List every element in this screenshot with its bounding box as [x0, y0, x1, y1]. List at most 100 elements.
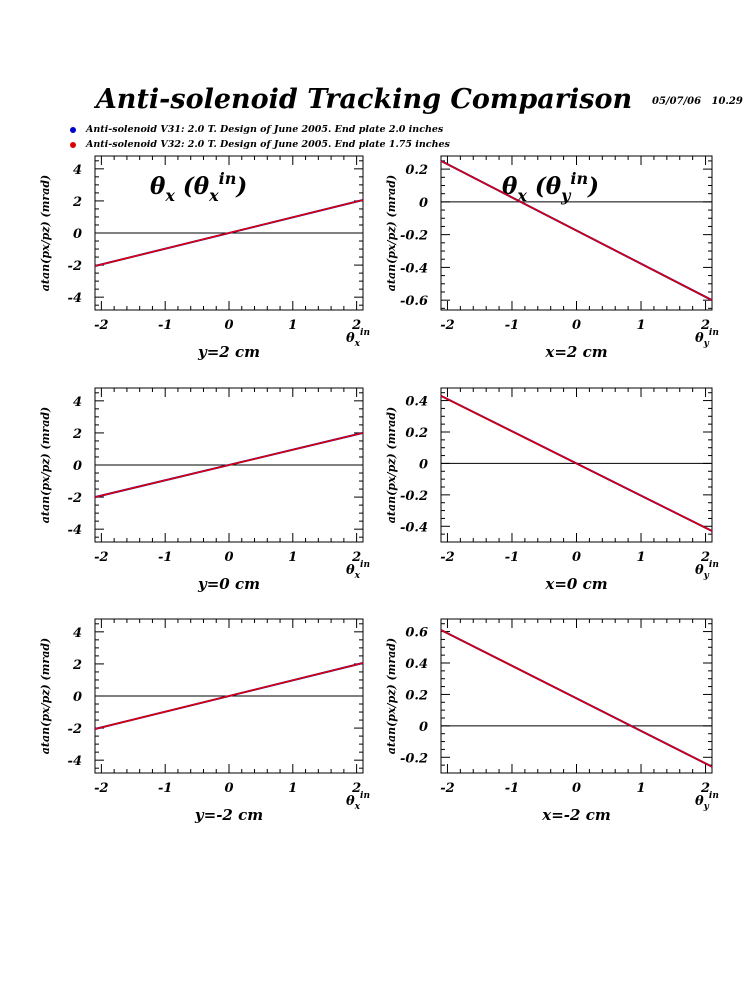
x-tick-label: 1 — [288, 781, 297, 796]
x-tick-label: 0 — [572, 318, 581, 333]
x-tick-label: 1 — [288, 550, 297, 565]
series-line-v32 — [94, 199, 364, 267]
x-tick-label: -2 — [94, 318, 108, 333]
x-tick-label: 2 — [351, 781, 361, 796]
y-tick-label: -4 — [68, 523, 82, 538]
x-tick-label: 0 — [224, 318, 233, 333]
y-tick-label: 0.4 — [405, 395, 428, 410]
y-tick-label: 2 — [72, 427, 82, 442]
x-tick-label: 2 — [700, 781, 710, 796]
y-tick-label: 0.6 — [405, 626, 428, 641]
y-tick-label: -2 — [68, 259, 82, 274]
x-tick-label: 0 — [572, 550, 581, 565]
plot-frame — [440, 618, 713, 774]
y-tick-label: 4 — [73, 626, 82, 641]
panel-caption: x=0 cm — [544, 575, 607, 593]
panel-caption: y=0 cm — [197, 575, 260, 593]
x-tick-label: 2 — [351, 318, 361, 333]
y-tick-label: -0.4 — [400, 261, 428, 276]
panel-caption: x=-2 cm — [541, 806, 610, 824]
x-tick-label: -2 — [440, 550, 454, 565]
panel-caption: y=-2 cm — [194, 806, 263, 824]
y-tick-label: -0.6 — [400, 294, 428, 309]
chart-panel-1: -2 -1 0 1 2 -4 -2 0 2 4 atan(px/pz) (mrad) θxin y=2 … — [39, 155, 370, 361]
x-tick-label: -1 — [158, 318, 172, 333]
legend-entry-v32: Anti-solenoid V32: 2.0 T. Design of June… — [70, 139, 450, 150]
panel-title: θx (θxin) — [150, 169, 247, 205]
x-tick-label: 2 — [351, 550, 361, 565]
x-tick-label: 2 — [700, 318, 710, 333]
y-tick-label: 2 — [72, 195, 82, 210]
y-tick-label: 4 — [73, 163, 82, 178]
x-axis-label: θxin — [346, 791, 370, 812]
y-tick-label: -0.2 — [400, 751, 428, 766]
panel-caption: x=2 cm — [544, 343, 607, 361]
legend-label-v31: Anti-solenoid V31: 2.0 T. Design of June… — [86, 124, 444, 135]
x-tick-label: -1 — [158, 550, 172, 565]
y-tick-label: -2 — [68, 722, 82, 737]
x-tick-label: -2 — [94, 781, 108, 796]
series-line-v32 — [440, 160, 713, 301]
x-tick-label: -1 — [505, 550, 519, 565]
y-tick-label: 0 — [73, 690, 82, 705]
y-tick-label: 0.4 — [405, 657, 428, 672]
x-tick-label: 2 — [700, 550, 710, 565]
x-axis-label: θyin — [695, 560, 719, 581]
panel-caption: y=2 cm — [197, 343, 260, 361]
x-tick-label: -2 — [440, 781, 454, 796]
x-tick-label: 0 — [224, 781, 233, 796]
x-tick-label: 0 — [224, 550, 233, 565]
x-tick-label: 1 — [637, 550, 646, 565]
x-tick-label: -2 — [94, 550, 108, 565]
y-tick-label: 0 — [73, 459, 82, 474]
y-tick-label: -4 — [68, 754, 82, 769]
x-tick-label: 1 — [637, 318, 646, 333]
series-line-v32 — [440, 629, 713, 768]
timestamp: 05/07/06 10.29 — [652, 96, 743, 107]
legend-label-v32: Anti-solenoid V32: 2.0 T. Design of June… — [86, 139, 450, 150]
chart-panel-2: -2 -1 0 1 2 -0.6 -0.4 -0.2 0 0.2 atan(px/pz) (mrad… — [385, 155, 719, 361]
y-tick-label: 0 — [419, 720, 428, 735]
y-tick-label: 2 — [72, 658, 82, 673]
x-tick-label: -1 — [505, 781, 519, 796]
y-tick-label: 0 — [419, 457, 428, 472]
legend-entry-v31: Anti-solenoid V31: 2.0 T. Design of June… — [70, 124, 443, 135]
y-tick-label: 0.2 — [405, 426, 428, 441]
x-tick-label: 1 — [288, 318, 297, 333]
legend-marker-v32 — [70, 141, 76, 148]
series-line-v32 — [94, 432, 364, 498]
x-tick-label: 1 — [637, 781, 646, 796]
y-axis-label: atan(px/pz) (mrad) — [39, 175, 52, 291]
y-axis-label: atan(px/pz) (mrad) — [385, 638, 398, 754]
x-axis-label: θyin — [695, 791, 719, 812]
page-title: Anti-solenoid Tracking Comparison — [95, 84, 633, 115]
x-tick-label: -2 — [440, 318, 454, 333]
chart-panel-6: -2 -1 0 1 2 -0.2 0 0.2 0.4 0.6 atan(px/pz) (mrad) θ… — [385, 618, 719, 824]
x-axis-label: θyin — [695, 328, 719, 349]
y-axis-label: atan(px/pz) (mrad) — [385, 407, 398, 523]
y-axis-label: atan(px/pz) (mrad) — [39, 638, 52, 754]
series-line-v32 — [94, 662, 364, 730]
y-tick-label: -0.2 — [400, 229, 428, 244]
legend-marker-v31 — [70, 126, 76, 133]
chart-panel-3: -2 -1 0 1 2 -4 -2 0 2 4 atan(px/pz) (mrad) θxin y=0 … — [39, 387, 370, 593]
y-tick-label: 0 — [73, 227, 82, 242]
x-axis-label: θxin — [346, 560, 370, 581]
y-tick-label: 0 — [419, 196, 428, 211]
y-axis-label: atan(px/pz) (mrad) — [39, 407, 52, 523]
plot-frame — [440, 387, 713, 543]
y-tick-label: -0.2 — [400, 489, 428, 504]
series-line-v32 — [440, 395, 713, 532]
x-tick-label: -1 — [158, 781, 172, 796]
x-axis-label: θxin — [346, 328, 370, 349]
y-tick-label: -4 — [68, 291, 82, 306]
y-tick-label: 0.2 — [405, 163, 428, 178]
chart-panel-4: -2 -1 0 1 2 -0.4 -0.2 0 0.2 0.4 atan(px/pz) (mrad)… — [385, 387, 719, 593]
y-tick-label: 0.2 — [405, 688, 428, 703]
y-axis-label: atan(px/pz) (mrad) — [385, 175, 398, 291]
y-tick-label: -0.4 — [400, 520, 428, 535]
x-tick-label: 0 — [572, 781, 581, 796]
chart-panel-5: -2 -1 0 1 2 -4 -2 0 2 4 atan(px/pz) (mrad) θxin y=-2… — [39, 618, 370, 824]
y-tick-label: 4 — [73, 395, 82, 410]
